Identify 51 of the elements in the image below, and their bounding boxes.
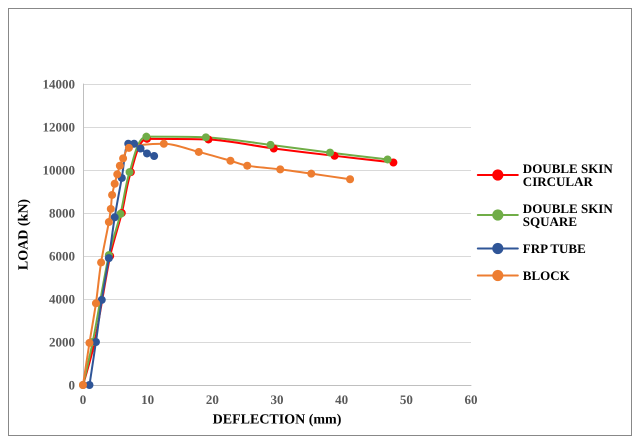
point <box>104 218 113 226</box>
point <box>307 170 316 178</box>
y-tick-label: 2000 <box>49 334 75 350</box>
point <box>266 140 275 149</box>
x-tick-label: 60 <box>464 392 478 407</box>
point <box>160 140 168 148</box>
legend-label: FRP TUBE <box>522 241 586 256</box>
point <box>92 299 100 308</box>
point <box>85 338 94 347</box>
x-tick-label: 40 <box>335 392 348 407</box>
x-tick-label: 30 <box>270 392 284 407</box>
point <box>98 296 106 304</box>
point <box>389 158 398 166</box>
point <box>113 170 122 178</box>
point <box>85 381 94 389</box>
point <box>124 144 133 152</box>
y-tick-label: 4000 <box>49 292 75 306</box>
y-axis-title: LOAD (kN) <box>16 198 32 270</box>
legend-label: DOUBLE SKIN SQUARE <box>522 201 616 229</box>
point <box>194 148 203 156</box>
y-tick-label: 8000 <box>49 206 75 220</box>
y-tick-label: 12000 <box>42 120 75 134</box>
legend-label: DOUBLE SKIN CIRCULAR <box>522 161 616 189</box>
point <box>384 155 392 164</box>
point <box>202 133 210 142</box>
legend-label: BLOCK <box>522 268 571 283</box>
point <box>106 204 115 213</box>
point <box>104 254 113 262</box>
point <box>346 175 354 184</box>
y-tick-label: 10000 <box>42 162 75 178</box>
point <box>110 180 119 188</box>
point <box>326 148 334 157</box>
y-tick-label: 14000 <box>42 76 75 92</box>
point <box>143 149 152 158</box>
point <box>108 190 116 199</box>
point <box>110 213 119 222</box>
point <box>97 258 106 266</box>
point <box>119 154 128 162</box>
point <box>226 156 234 165</box>
x-tick-label: 20 <box>206 392 219 407</box>
point <box>150 152 158 160</box>
y-tick-label: 0 <box>68 378 75 392</box>
x-tick-label: 0 <box>80 392 86 407</box>
point <box>116 162 124 170</box>
y-tick-label: 6000 <box>49 248 75 264</box>
point <box>136 144 145 152</box>
point <box>243 162 252 170</box>
x-tick-label: 50 <box>400 392 413 407</box>
x-axis-title: DEFLECTION (mm) <box>212 412 342 428</box>
point <box>276 165 284 174</box>
x-tick-label: 10 <box>141 392 154 407</box>
